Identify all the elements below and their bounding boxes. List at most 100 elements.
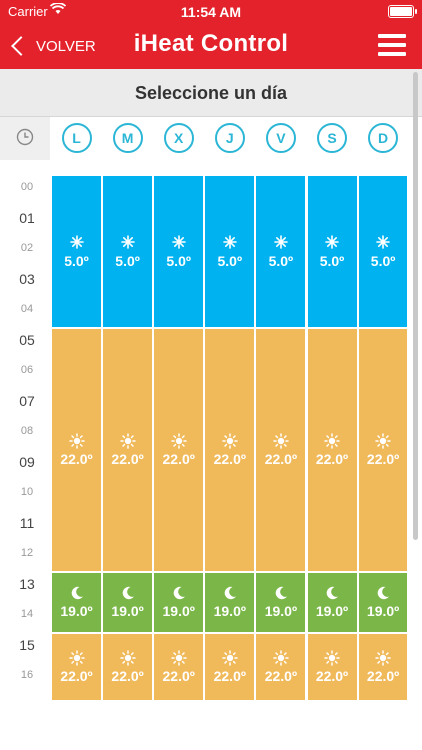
temperature-value: 22.0º: [315, 450, 349, 467]
day-column-v[interactable]: 5.0º 22.0º 19.0º 22.0º: [256, 176, 306, 700]
sun-icon: [154, 433, 203, 449]
back-button[interactable]: VOLVER: [10, 32, 96, 60]
schedule-block-comfort[interactable]: 22.0º: [358, 328, 407, 571]
schedule-block-antifreeze[interactable]: 5.0º: [154, 176, 204, 327]
hour-label: 15: [19, 636, 35, 653]
schedule-block-night[interactable]: 19.0º: [154, 572, 204, 632]
temperature-value: 5.0º: [319, 252, 345, 269]
block-content: 5.0º: [52, 234, 101, 269]
block-content: 22.0º: [256, 650, 305, 684]
hour-label: 13: [19, 575, 35, 592]
temperature-value: 19.0º: [366, 603, 400, 620]
sun-icon: [52, 433, 101, 449]
hamburger-menu-button[interactable]: [378, 34, 406, 58]
schedule-block-night[interactable]: 19.0º: [103, 572, 153, 632]
schedule-block-antifreeze[interactable]: 5.0º: [52, 176, 101, 327]
hour-label: 07: [19, 392, 35, 409]
day-button-l[interactable]: L: [61, 123, 92, 153]
day-button-m[interactable]: M: [112, 123, 143, 153]
temperature-value: 5.0º: [217, 252, 243, 269]
schedule-block-comfort[interactable]: 22.0º: [307, 328, 357, 571]
block-content: 22.0º: [154, 433, 203, 467]
snowflake-icon: [154, 234, 203, 251]
block-content: 22.0º: [103, 433, 152, 467]
temperature-value: 19.0º: [60, 603, 93, 620]
schedule-block-comfort[interactable]: 22.0º: [103, 328, 153, 571]
status-bar: Carrier 11:54 AM: [0, 0, 422, 22]
hour-label: 14: [20, 608, 34, 620]
snowflake-icon: [103, 234, 152, 251]
temperature-value: 5.0º: [64, 252, 89, 269]
temperature-value: 22.0º: [213, 667, 246, 684]
block-content: 5.0º: [154, 234, 203, 269]
schedule-block-comfort[interactable]: 22.0º: [205, 633, 255, 700]
schedule-block-comfort[interactable]: 22.0º: [307, 633, 357, 700]
hour-label: 12: [20, 547, 34, 559]
day-column-d[interactable]: 5.0º 22.0º 19.0º 22.0º: [358, 176, 407, 700]
sun-icon: [205, 433, 254, 449]
block-content: 22.0º: [205, 650, 254, 684]
temperature-value: 22.0º: [366, 667, 400, 684]
sun-icon: [256, 433, 305, 449]
day-column-j[interactable]: 5.0º 22.0º 19.0º 22.0º: [205, 176, 255, 700]
schedule-block-night[interactable]: 19.0º: [205, 572, 255, 632]
schedule-block-comfort[interactable]: 22.0º: [52, 633, 101, 700]
schedule-block-comfort[interactable]: 22.0º: [154, 633, 204, 700]
day-button-s[interactable]: S: [317, 123, 347, 153]
hour-label: 06: [20, 364, 34, 376]
moon-icon: [256, 585, 305, 601]
moon-icon: [308, 585, 357, 601]
block-content: 22.0º: [308, 650, 357, 684]
block-content: 5.0º: [359, 234, 407, 269]
temperature-value: 19.0º: [111, 603, 144, 620]
schedule-block-antifreeze[interactable]: 5.0º: [358, 176, 407, 327]
schedule-block-comfort[interactable]: 22.0º: [103, 633, 153, 700]
snowflake-icon: [308, 234, 357, 251]
temperature-value: 22.0º: [264, 450, 298, 467]
schedule-block-comfort[interactable]: 22.0º: [256, 328, 306, 571]
schedule-block-antifreeze[interactable]: 5.0º: [205, 176, 255, 327]
sun-icon: [359, 433, 407, 449]
hour-label: 01: [19, 209, 35, 226]
snowflake-icon: [359, 234, 407, 251]
schedule-block-comfort[interactable]: 22.0º: [205, 328, 255, 571]
schedule-block-comfort[interactable]: 22.0º: [256, 633, 306, 700]
block-content: 19.0º: [308, 585, 357, 619]
select-day-label: Seleccione un día: [134, 83, 288, 103]
moon-icon: [154, 585, 203, 601]
block-content: 19.0º: [103, 585, 152, 619]
schedule-block-antifreeze[interactable]: 5.0º: [307, 176, 357, 327]
block-content: 22.0º: [359, 433, 407, 467]
schedule-block-night[interactable]: 19.0º: [358, 572, 407, 632]
block-content: 19.0º: [359, 585, 407, 619]
block-content: 19.0º: [52, 585, 101, 619]
schedule-block-night[interactable]: 19.0º: [256, 572, 306, 632]
schedule-block-comfort[interactable]: 22.0º: [52, 328, 101, 571]
day-button-j[interactable]: J: [214, 123, 245, 153]
block-content: 19.0º: [154, 585, 203, 619]
temperature-value: 5.0º: [166, 252, 191, 269]
temperature-value: 22.0º: [60, 667, 93, 684]
day-button-d[interactable]: D: [368, 123, 399, 153]
block-content: 5.0º: [256, 234, 305, 269]
day-column-x[interactable]: 5.0º 22.0º 19.0º 22.0º: [154, 176, 204, 700]
day-column-l[interactable]: 5.0º 22.0º 19.0º 22.0º: [52, 176, 101, 700]
schedule-block-antifreeze[interactable]: 5.0º: [256, 176, 306, 327]
block-content: 22.0º: [52, 650, 101, 684]
scrollbar[interactable]: [413, 72, 418, 540]
schedule-block-comfort[interactable]: 22.0º: [358, 633, 407, 700]
wifi-icon: [49, 2, 67, 18]
block-content: 5.0º: [308, 234, 357, 269]
schedule-block-night[interactable]: 19.0º: [52, 572, 101, 632]
hour-label: 03: [19, 270, 35, 287]
schedule-block-comfort[interactable]: 22.0º: [154, 328, 204, 571]
day-column-s[interactable]: 5.0º 22.0º 19.0º 22.0º: [307, 176, 357, 700]
day-button-x[interactable]: X: [163, 123, 194, 153]
day-button-v[interactable]: V: [265, 123, 296, 153]
temperature-value: 19.0º: [315, 603, 349, 620]
schedule-block-antifreeze[interactable]: 5.0º: [103, 176, 153, 327]
day-column-m[interactable]: 5.0º 22.0º 19.0º 22.0º: [103, 176, 153, 700]
snowflake-icon: [256, 234, 305, 251]
back-label: VOLVER: [36, 37, 96, 55]
schedule-block-night[interactable]: 19.0º: [307, 572, 357, 632]
